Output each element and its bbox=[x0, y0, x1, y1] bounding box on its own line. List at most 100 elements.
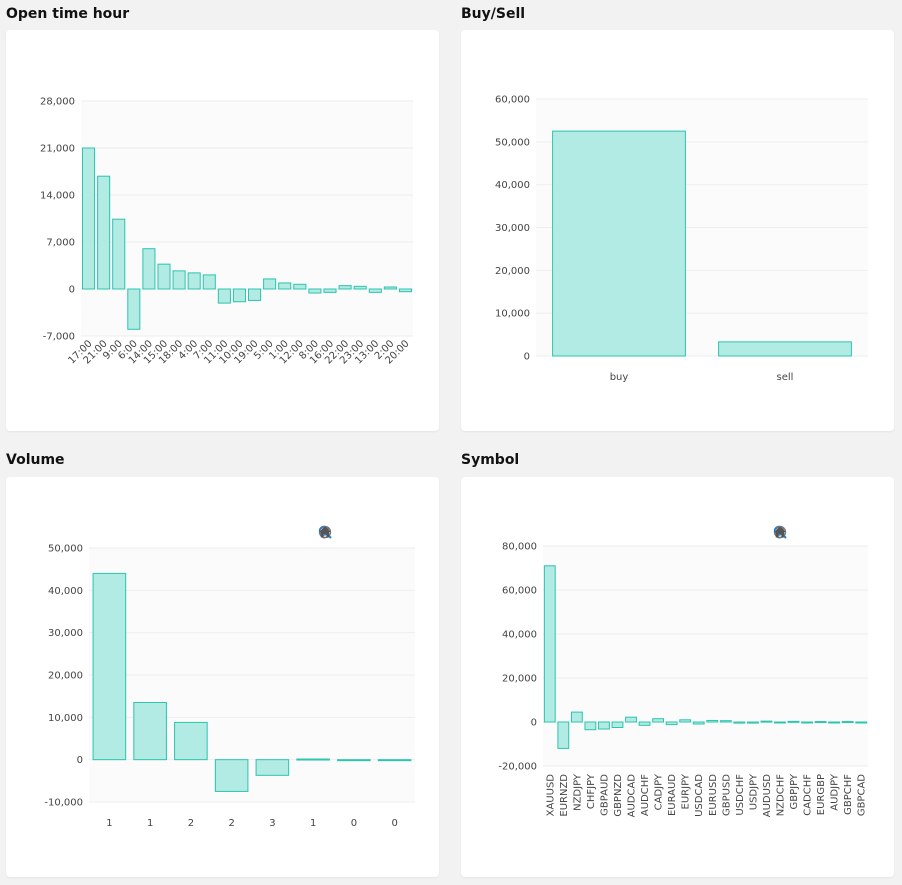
y-tick-label: 30,000 bbox=[495, 223, 530, 234]
y-tick-label: 40,000 bbox=[495, 180, 530, 191]
bar[interactable] bbox=[570, 711, 583, 723]
bar[interactable] bbox=[323, 288, 337, 293]
home-icon[interactable] bbox=[319, 525, 414, 541]
bar[interactable] bbox=[692, 721, 705, 725]
bar[interactable] bbox=[718, 341, 852, 357]
x-tick-label: 2 bbox=[228, 818, 234, 829]
bar[interactable] bbox=[338, 285, 352, 290]
bar[interactable] bbox=[733, 721, 746, 724]
bar[interactable] bbox=[706, 719, 719, 723]
bar[interactable] bbox=[172, 270, 186, 290]
y-tick-label: -7,000 bbox=[43, 332, 75, 343]
bar[interactable] bbox=[368, 288, 382, 293]
bar[interactable] bbox=[174, 721, 208, 761]
y-tick-label: 50,000 bbox=[48, 544, 83, 555]
bar[interactable] bbox=[652, 718, 665, 723]
x-tick-label: 0 bbox=[391, 818, 397, 829]
y-tick-label: 0 bbox=[531, 718, 537, 729]
bar[interactable] bbox=[92, 572, 127, 761]
y-tick-label: 20,000 bbox=[495, 266, 530, 277]
bar[interactable] bbox=[801, 721, 813, 724]
y-tick-label: 60,000 bbox=[502, 586, 537, 597]
bar[interactable] bbox=[248, 288, 262, 301]
y-tick-label: 50,000 bbox=[495, 137, 530, 148]
bar[interactable] bbox=[293, 283, 307, 290]
y-tick-label: 28,000 bbox=[40, 97, 75, 108]
bar[interactable] bbox=[142, 248, 156, 290]
bar[interactable] bbox=[841, 721, 854, 724]
bar[interactable] bbox=[263, 278, 277, 290]
bar[interactable] bbox=[157, 263, 171, 290]
y-tick-label: 40,000 bbox=[502, 630, 537, 641]
x-tick-label: 3 bbox=[269, 818, 275, 829]
y-tick-label: 60,000 bbox=[495, 95, 530, 106]
bar[interactable] bbox=[398, 288, 412, 293]
bar[interactable] bbox=[760, 720, 773, 723]
bar[interactable] bbox=[187, 272, 201, 290]
bar[interactable] bbox=[543, 565, 556, 723]
bar[interactable] bbox=[308, 288, 322, 294]
x-tick-label: EURNZD bbox=[559, 774, 570, 817]
y-tick-label: 7,000 bbox=[46, 238, 75, 249]
y-tick-label: 0 bbox=[524, 352, 530, 363]
bar[interactable] bbox=[774, 721, 786, 724]
open-time-hour-chart: 28,00021,00014,0007,0000-7,00017:0021:00… bbox=[40, 97, 413, 367]
bar[interactable] bbox=[255, 759, 290, 776]
x-tick-label: GBPNZD bbox=[613, 774, 624, 817]
bar[interactable] bbox=[611, 721, 624, 728]
bar[interactable] bbox=[133, 702, 167, 761]
bar[interactable] bbox=[855, 721, 868, 724]
symbol-card: 80,000 60,000 40,000 20,000 0 -20,000 XAUUSD EU… bbox=[461, 477, 894, 877]
home-icon[interactable] bbox=[774, 525, 869, 541]
x-tick-label: EURAUD bbox=[667, 774, 678, 816]
bar[interactable] bbox=[625, 716, 637, 723]
volume-card: 50,000 40,000 30,000 20,000 10,000 0 -10,000 1 1… bbox=[6, 477, 439, 877]
bar[interactable] bbox=[127, 288, 141, 330]
x-tick-label: AUDCHF bbox=[640, 774, 651, 816]
x-tick-label: 0 bbox=[351, 818, 357, 829]
bar[interactable] bbox=[214, 759, 249, 792]
bar[interactable] bbox=[665, 721, 678, 726]
bar[interactable] bbox=[232, 288, 246, 303]
bar[interactable] bbox=[353, 285, 367, 290]
bar[interactable] bbox=[112, 218, 126, 290]
bar[interactable] bbox=[296, 758, 330, 761]
x-tick-label: EURJPY bbox=[681, 773, 692, 809]
bar[interactable] bbox=[584, 721, 597, 731]
bar[interactable] bbox=[598, 721, 610, 730]
y-tick-label: 21,000 bbox=[40, 144, 75, 155]
y-tick-label: 10,000 bbox=[48, 713, 83, 724]
bar[interactable] bbox=[557, 721, 570, 749]
bar[interactable] bbox=[337, 759, 371, 762]
bar[interactable] bbox=[97, 175, 111, 290]
bar[interactable] bbox=[828, 721, 841, 724]
symbol-title: Symbol bbox=[461, 452, 520, 468]
y-tick-label: 20,000 bbox=[48, 671, 83, 682]
x-tick-label: USDCAD bbox=[694, 774, 705, 817]
volume-chart: 50,000 40,000 30,000 20,000 10,000 0 -10,000 1 1… bbox=[44, 544, 415, 829]
bar[interactable] bbox=[787, 720, 800, 723]
bar[interactable] bbox=[746, 721, 759, 724]
bar[interactable] bbox=[377, 759, 412, 762]
y-tick-label: 10,000 bbox=[495, 309, 530, 320]
x-tick-label: XAUUSD bbox=[545, 774, 556, 817]
bar[interactable] bbox=[82, 147, 96, 290]
x-tick-label: GBPCAD bbox=[857, 774, 868, 816]
x-tick-label: EURUSD bbox=[708, 774, 719, 816]
x-tick-label: GBPJPY bbox=[789, 773, 800, 809]
bar[interactable] bbox=[679, 719, 692, 723]
bar[interactable] bbox=[719, 720, 732, 723]
bar[interactable] bbox=[814, 721, 827, 724]
x-tick-label: AUDUSD bbox=[762, 774, 773, 818]
bar[interactable] bbox=[278, 282, 292, 290]
bar[interactable] bbox=[552, 130, 686, 357]
bar[interactable] bbox=[638, 721, 651, 726]
bar[interactable] bbox=[202, 274, 216, 290]
x-tick-label: CADCHF bbox=[803, 774, 814, 816]
x-tick-label: NZDJPY bbox=[572, 773, 583, 811]
bar[interactable] bbox=[383, 286, 397, 290]
bar[interactable] bbox=[217, 288, 231, 304]
y-tick-label: 20,000 bbox=[502, 674, 537, 685]
symbol-chart-toolbar bbox=[773, 525, 869, 541]
